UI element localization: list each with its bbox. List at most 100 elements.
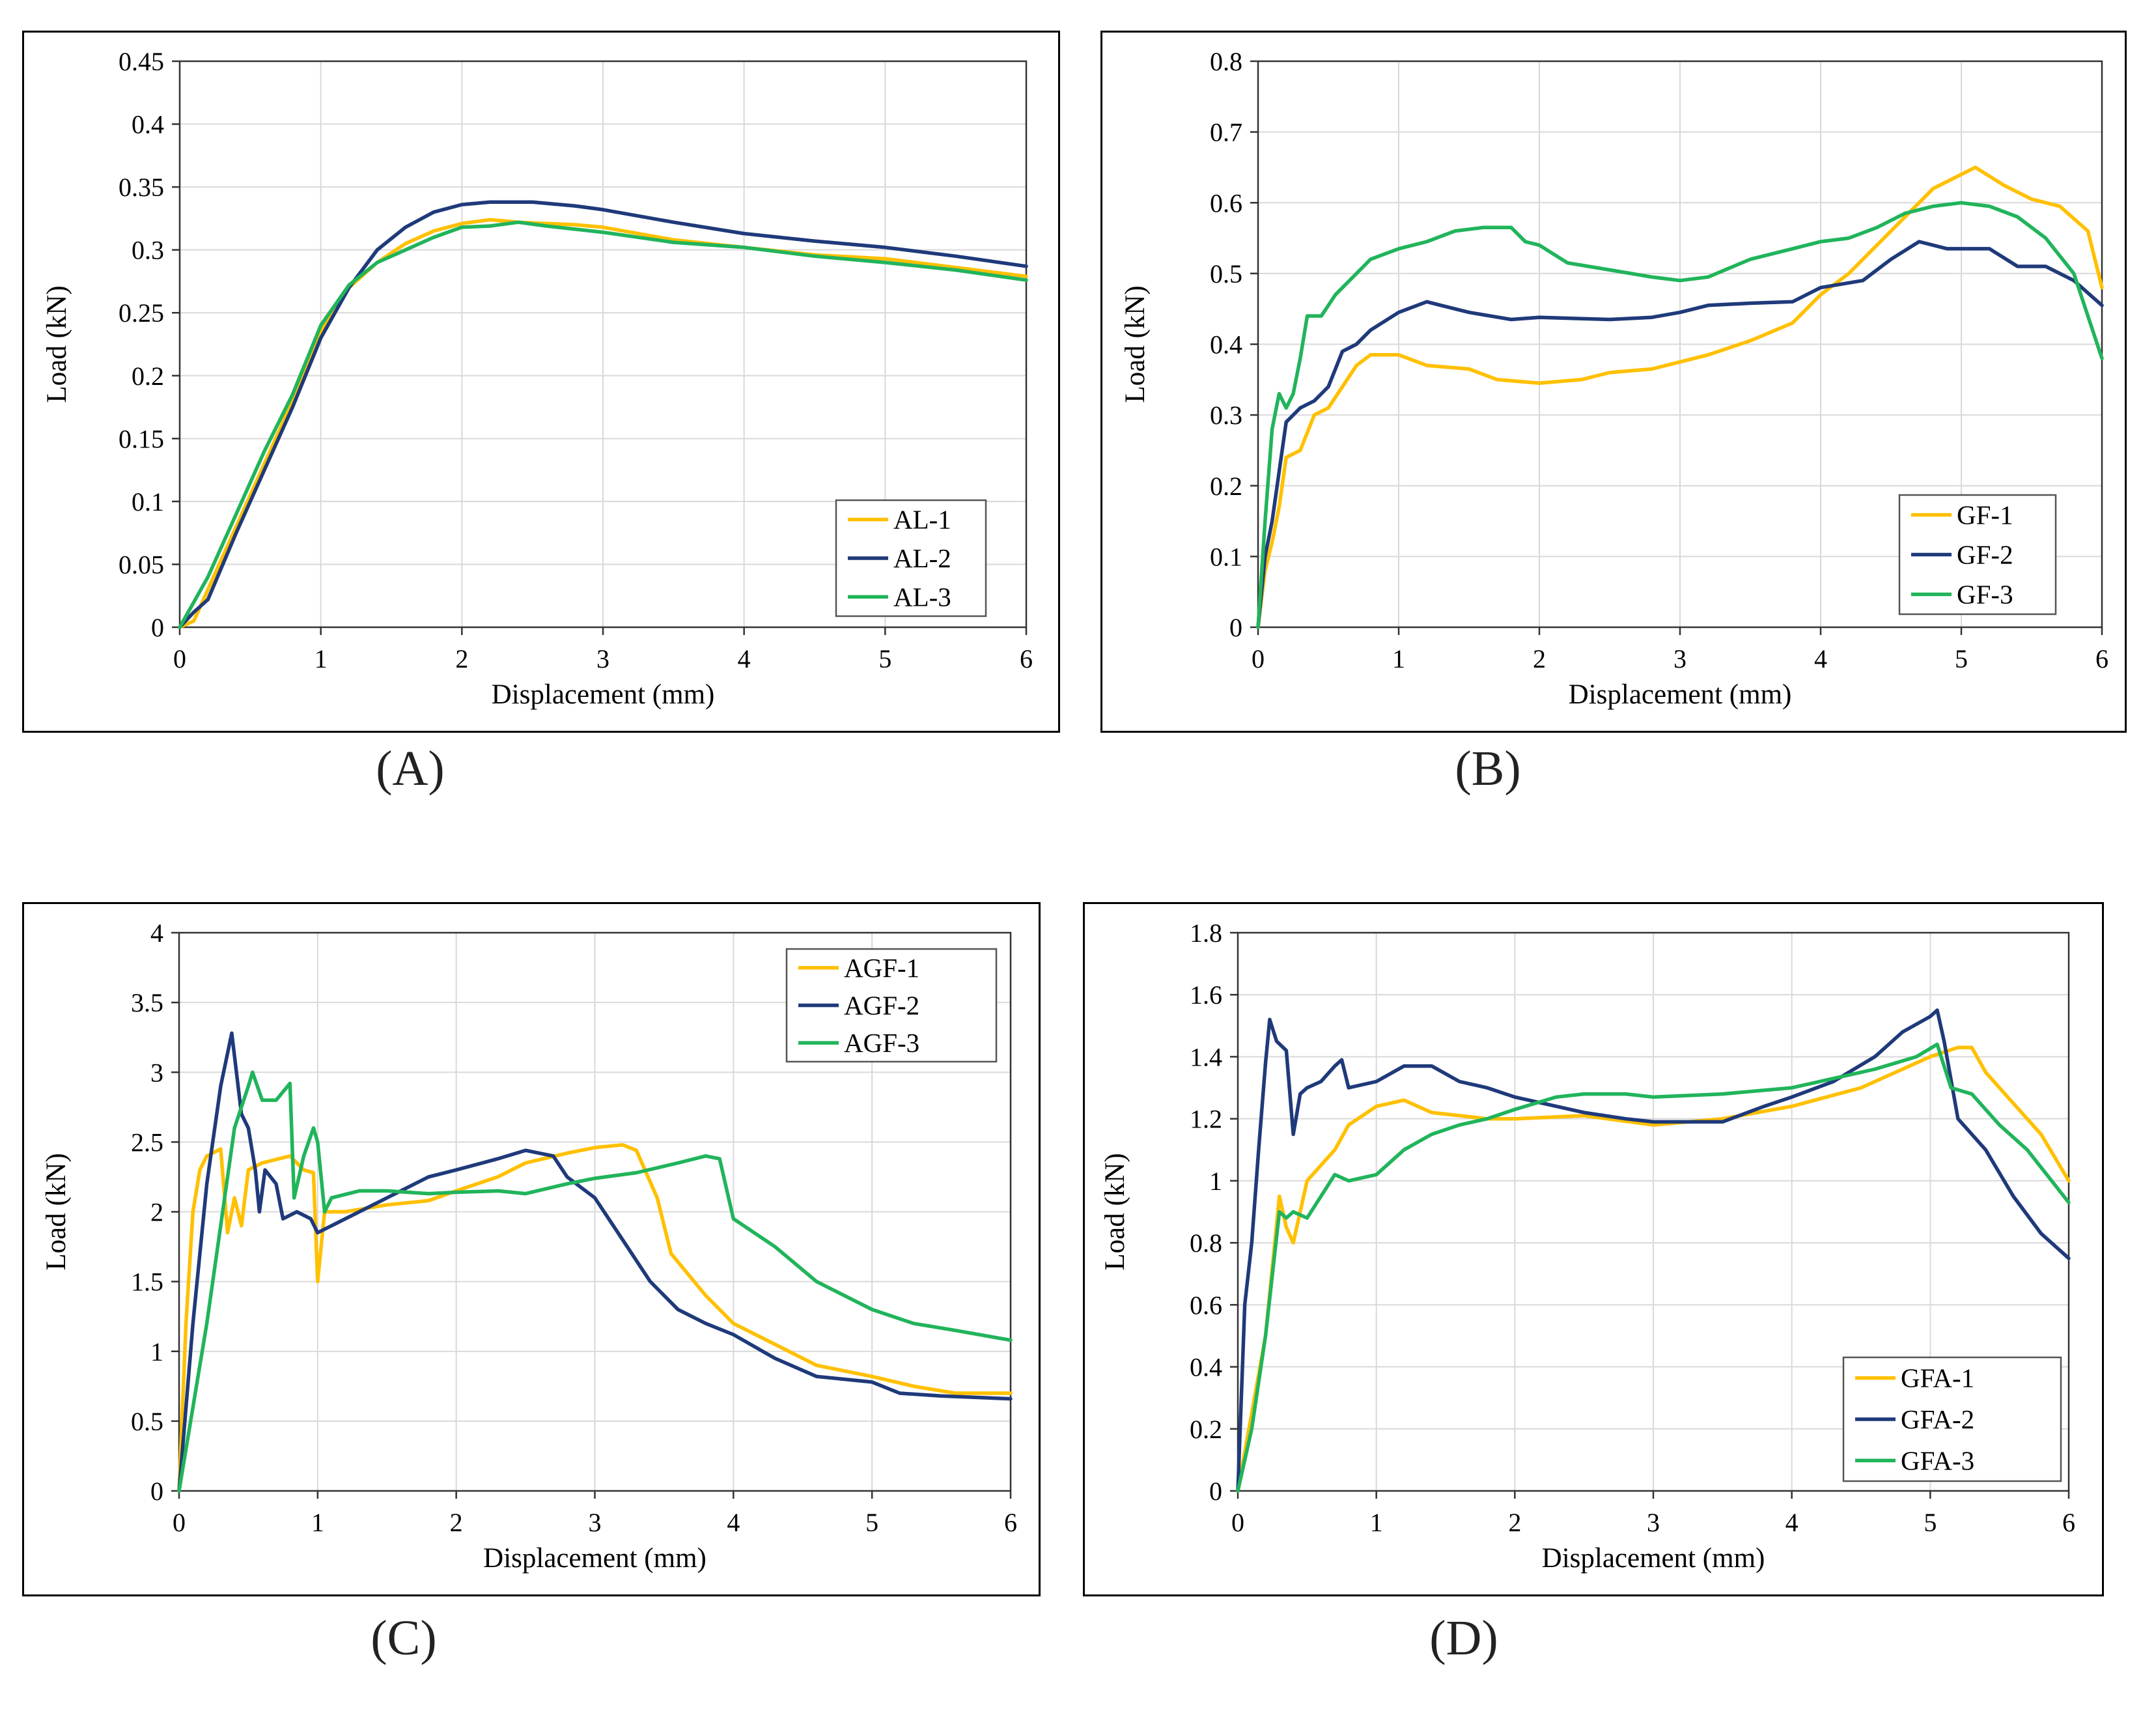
y-tick-label: 0 bbox=[1229, 613, 1242, 642]
y-tick-label: 0.15 bbox=[119, 424, 164, 453]
series-lines bbox=[178, 200, 1028, 629]
panel-caption-d: (D) bbox=[1429, 1611, 1498, 1665]
y-tick-label: 0.05 bbox=[119, 550, 164, 579]
x-tick-label: 1 bbox=[311, 1508, 324, 1537]
y-tick-label: 0.35 bbox=[119, 173, 164, 202]
x-axis-ticks: 0 1 2 3 4 5 6 bbox=[173, 1491, 1017, 1537]
series-lines bbox=[177, 1031, 1013, 1493]
x-tick-label: 0 bbox=[1252, 644, 1265, 673]
y-tick-label: 1.8 bbox=[1190, 918, 1222, 948]
y-tick-label: 0.1 bbox=[132, 487, 164, 517]
x-tick-label: 5 bbox=[878, 644, 891, 673]
x-tick-label: 0 bbox=[1231, 1508, 1244, 1537]
series-line-gfa-1 bbox=[1236, 1045, 2071, 1493]
x-axis-ticks: 0 1 2 3 4 5 6 bbox=[173, 627, 1033, 673]
y-axis-ticks: 0 0.05 0.1 0.15 0.2 0.25 0.3 0.35 0.4 0.45 bbox=[119, 47, 180, 642]
y-tick-label: 1.4 bbox=[1190, 1042, 1222, 1071]
y-tick-label: 0.2 bbox=[1190, 1415, 1222, 1444]
chart-c: 0 1 2 3 4 5 6 0 0.5 1 1.5 2 2.5 3 3.5 4 Displacement (mm… bbox=[41, 918, 1017, 1574]
x-tick-label: 2 bbox=[455, 644, 468, 673]
x-tick-label: 2 bbox=[1508, 1508, 1521, 1537]
chart-d: 0 1 2 3 4 5 6 0 0.2 0.4 0.6 0.8 1 1.2 1.4 1.6 1.8 Displac… bbox=[1100, 918, 2075, 1574]
y-tick-label: 0.3 bbox=[132, 236, 164, 265]
x-tick-label: 1 bbox=[315, 644, 328, 673]
x-tick-label: 4 bbox=[1785, 1508, 1799, 1537]
y-tick-label: 0.4 bbox=[132, 110, 164, 139]
chart-panel-a: 0 1 2 3 4 5 6 0 0.05 0.1 0.15 0.2 0.25 0.3 0.35 0.4 0.45… bbox=[22, 31, 1060, 733]
series-line-gfa-2 bbox=[1236, 1008, 2071, 1493]
y-axis-title: Load (kN) bbox=[1120, 285, 1151, 403]
legend-label: AGF-2 bbox=[844, 991, 919, 1021]
chart-frame-d bbox=[1083, 902, 2104, 1596]
legend-label: GFA-3 bbox=[1901, 1445, 1974, 1475]
x-tick-label: 3 bbox=[1647, 1508, 1660, 1537]
x-tick-label: 6 bbox=[1004, 1508, 1017, 1537]
series-line-gfa-3 bbox=[1236, 1042, 2071, 1493]
series-line-agf-3 bbox=[177, 1070, 1013, 1493]
x-tick-label: 6 bbox=[2095, 644, 2108, 673]
x-tick-label: 2 bbox=[450, 1508, 463, 1537]
x-tick-label: 4 bbox=[727, 1508, 740, 1537]
series-line-agf-1 bbox=[177, 1142, 1013, 1493]
x-axis-ticks: 0 1 2 3 4 5 6 bbox=[1231, 1491, 2075, 1537]
x-tick-label: 4 bbox=[1814, 644, 1827, 673]
y-tick-label: 2 bbox=[150, 1198, 163, 1227]
chart-b: 0 1 2 3 4 5 6 0 0.1 0.2 0.3 0.4 0.5 0.6 0.7 0.8 Displace… bbox=[1120, 47, 2108, 710]
legend-label: GF-2 bbox=[1957, 540, 2013, 570]
legend: AGF-1 AGF-2 AGF-3 bbox=[785, 948, 998, 1063]
y-tick-label: 0.3 bbox=[1210, 401, 1242, 430]
y-tick-label: 0 bbox=[1209, 1477, 1222, 1506]
series-lines bbox=[1256, 165, 2104, 629]
y-axis-title: Load (kN) bbox=[1100, 1153, 1130, 1270]
y-tick-label: 0.4 bbox=[1210, 330, 1242, 360]
legend-label: GFA-2 bbox=[1901, 1404, 1974, 1434]
y-tick-label: 1 bbox=[1209, 1167, 1222, 1196]
x-tick-label: 3 bbox=[589, 1508, 602, 1537]
x-tick-label: 6 bbox=[1020, 644, 1033, 673]
legend-label: AL-2 bbox=[893, 543, 951, 573]
y-tick-label: 0.7 bbox=[1210, 118, 1242, 147]
y-tick-label: 0.8 bbox=[1190, 1228, 1222, 1258]
legend: GFA-1 GFA-2 GFA-3 bbox=[1842, 1356, 2062, 1482]
legend-label: GF-1 bbox=[1957, 500, 2013, 530]
panel-caption-a: (A) bbox=[376, 741, 445, 796]
chart-frame-a bbox=[22, 31, 1060, 733]
y-tick-label: 1 bbox=[150, 1337, 163, 1366]
x-tick-label: 3 bbox=[596, 644, 609, 673]
x-axis-title: Displacement (mm) bbox=[492, 679, 715, 710]
y-tick-label: 2.5 bbox=[131, 1127, 163, 1157]
y-tick-label: 0.2 bbox=[1210, 472, 1242, 501]
x-tick-label: 4 bbox=[738, 644, 751, 673]
x-tick-label: 0 bbox=[173, 1508, 186, 1537]
y-axis-ticks: 0 0.2 0.4 0.6 0.8 1 1.2 1.4 1.6 1.8 bbox=[1190, 918, 1238, 1506]
legend-label: GF-3 bbox=[1957, 580, 2013, 610]
legend-label: AL-1 bbox=[893, 505, 951, 535]
y-tick-label: 0.2 bbox=[132, 361, 164, 391]
gridlines bbox=[180, 61, 1027, 627]
panel-caption-c: (C) bbox=[371, 1611, 437, 1665]
x-tick-label: 6 bbox=[2062, 1508, 2075, 1537]
x-tick-label: 2 bbox=[1533, 644, 1546, 673]
series-line-gf-1 bbox=[1256, 165, 2104, 629]
y-tick-label: 0.8 bbox=[1210, 47, 1242, 76]
series-line-agf-2 bbox=[177, 1031, 1013, 1493]
chart-a: 0 1 2 3 4 5 6 0 0.05 0.1 0.15 0.2 0.25 0.3 0.35 0.4 0.45… bbox=[42, 47, 1033, 710]
x-tick-label: 3 bbox=[1673, 644, 1687, 673]
y-tick-label: 1.2 bbox=[1190, 1105, 1222, 1134]
y-tick-label: 0.1 bbox=[1210, 542, 1242, 571]
y-tick-label: 1.6 bbox=[1190, 980, 1222, 1010]
y-tick-label: 3.5 bbox=[131, 988, 163, 1017]
y-tick-label: 3 bbox=[150, 1058, 163, 1087]
legend: AL-1 AL-2 AL-3 bbox=[835, 499, 987, 617]
y-tick-label: 4 bbox=[150, 918, 163, 948]
panel-caption-b: (B) bbox=[1455, 741, 1521, 796]
y-axis-ticks: 0 0.1 0.2 0.3 0.4 0.5 0.6 0.7 0.8 bbox=[1210, 47, 1258, 642]
chart-panel-b: 0 1 2 3 4 5 6 0 0.1 0.2 0.3 0.4 0.5 0.6 0.7 0.8 Displace… bbox=[1100, 31, 2127, 733]
x-axis-title: Displacement (mm) bbox=[483, 1543, 707, 1574]
chart-panel-c: 0 1 2 3 4 5 6 0 0.5 1 1.5 2 2.5 3 3.5 4 Displacement (mm… bbox=[22, 902, 1041, 1596]
chart-panel-d: 0 1 2 3 4 5 6 0 0.2 0.4 0.6 0.8 1 1.2 1.4 1.6 1.8 Displac… bbox=[1083, 902, 2104, 1596]
y-tick-label: 0 bbox=[151, 613, 164, 642]
x-tick-label: 5 bbox=[1955, 644, 1968, 673]
x-tick-label: 1 bbox=[1392, 644, 1405, 673]
chart-frame-b bbox=[1100, 31, 2127, 733]
